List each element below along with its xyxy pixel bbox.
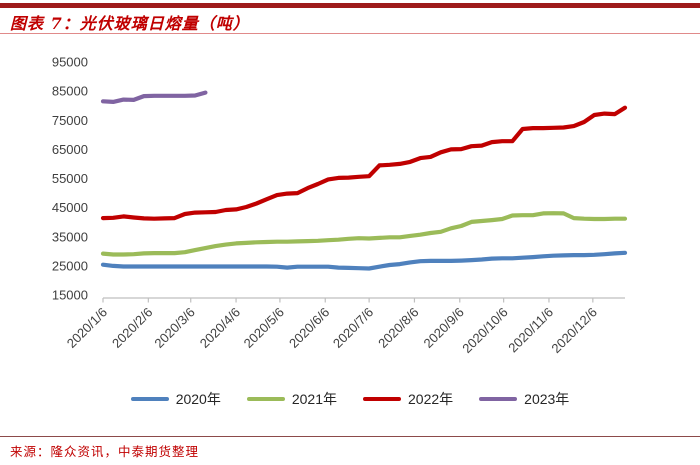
- y-tick-label: 15000: [52, 288, 88, 303]
- legend-label-2021: 2021年: [291, 391, 337, 407]
- y-tick-label: 95000: [52, 55, 88, 70]
- top-border-rule: [0, 3, 700, 8]
- x-tick-label: 2020/2/6: [109, 305, 155, 351]
- x-tick-label: 2020/8/6: [375, 305, 421, 351]
- x-tick-label: 2020/1/6: [64, 305, 110, 351]
- y-tick-label: 45000: [52, 200, 88, 215]
- x-tick-label: 2020/7/6: [330, 305, 376, 351]
- series-line-2022年: [100, 105, 628, 221]
- x-tick-label: 2020/10/6: [459, 305, 511, 357]
- y-tick-label: 85000: [52, 84, 88, 99]
- x-tick-label: 2020/5/6: [241, 305, 287, 351]
- series-line-2023年: [100, 90, 208, 105]
- legend-item-2021: 2021年: [246, 389, 337, 409]
- y-tick-label: 65000: [52, 142, 88, 157]
- source-note: 来源：隆众资讯，中泰期货整理: [10, 444, 200, 459]
- y-tick-label: 55000: [52, 171, 88, 186]
- x-tick-label: 2020/3/6: [151, 305, 197, 351]
- legend-swatch-2020: [130, 397, 169, 401]
- legend-label-2020: 2020年: [175, 391, 221, 407]
- legend-item-2022: 2022年: [363, 389, 453, 409]
- y-tick-label: 35000: [52, 229, 88, 244]
- x-tick-label: 2020/6/6: [286, 305, 332, 351]
- legend-swatch-2021: [246, 397, 285, 401]
- y-tick-label: 25000: [52, 258, 88, 273]
- legend-label-2023: 2023年: [524, 391, 570, 407]
- legend-item-2023: 2023年: [479, 389, 569, 409]
- legend-label-2022: 2022年: [408, 391, 454, 407]
- legend-item-2020: 2020年: [130, 389, 221, 409]
- x-tick-label: 2020/4/6: [197, 305, 243, 351]
- chart-legend: 2020年 2021年 2022年 2023年: [0, 389, 700, 409]
- y-tick-label: 75000: [52, 113, 88, 128]
- title-underline-rule: [0, 33, 700, 34]
- legend-swatch-2022: [363, 397, 401, 401]
- figure-title: 图表 7：光伏玻璃日熔量（吨）: [10, 14, 250, 33]
- x-tick-label: 2020/11/6: [505, 305, 556, 356]
- footer-rule: [0, 436, 700, 437]
- series-line-2021年: [100, 211, 628, 257]
- chart-svg: 95000 85000 75000 65000 55000 45000 35000 25000…: [52, 55, 628, 357]
- x-tick-label: 2020/12/6: [548, 305, 600, 357]
- legend-swatch-2023: [479, 397, 518, 401]
- series-line-2020年: [100, 250, 628, 271]
